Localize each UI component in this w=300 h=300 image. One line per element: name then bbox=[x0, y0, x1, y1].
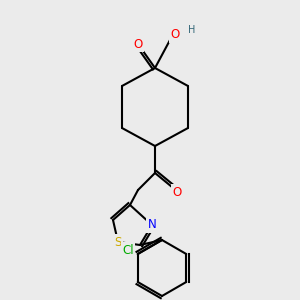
Text: S: S bbox=[114, 236, 122, 248]
Text: Cl: Cl bbox=[122, 244, 134, 256]
Text: O: O bbox=[172, 185, 182, 199]
Text: O: O bbox=[134, 38, 142, 50]
Text: H: H bbox=[188, 25, 196, 35]
Text: N: N bbox=[148, 218, 156, 232]
Text: O: O bbox=[170, 28, 180, 41]
